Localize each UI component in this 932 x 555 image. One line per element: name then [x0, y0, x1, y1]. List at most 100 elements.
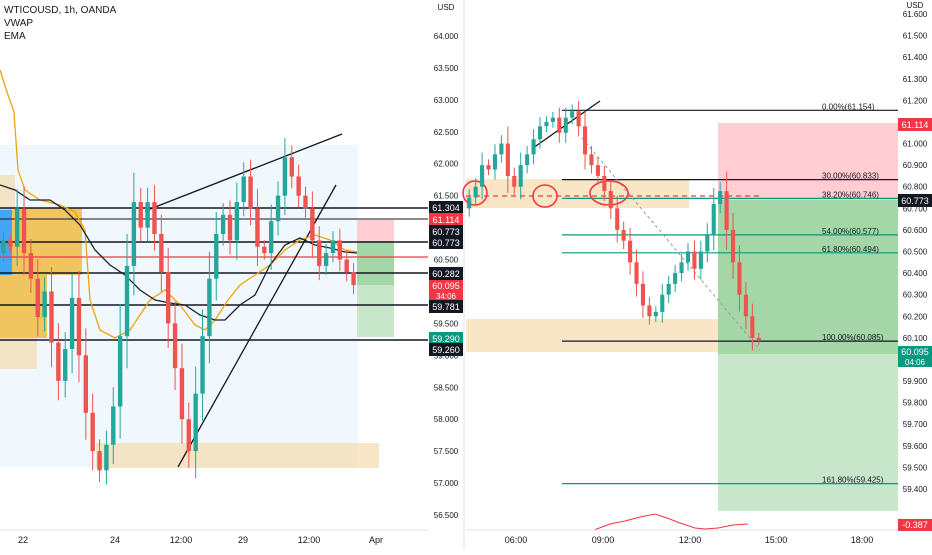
price-label-61114: 61.114	[429, 213, 463, 226]
x-tick-left-5: Apr	[369, 535, 383, 545]
stop-zone-right	[718, 123, 898, 200]
right-candle-36	[698, 251, 703, 269]
y-tick-right-19: 59.700	[903, 420, 928, 429]
left-candle-35	[241, 176, 246, 203]
right-candle-27	[640, 283, 646, 306]
svg-text:61.114: 61.114	[433, 215, 460, 225]
y-tick-right-20: 59.600	[903, 442, 928, 451]
svg-text:60.773: 60.773	[901, 196, 929, 206]
indicator-ema[interactable]: EMA	[4, 31, 26, 42]
left-candle-3	[21, 208, 27, 254]
right-candle-1	[473, 186, 478, 198]
left-candle-9	[63, 348, 68, 381]
left-candle-18	[124, 265, 130, 337]
y-tick-left-15: 56.500	[434, 511, 459, 520]
y-tick-right-8: 60.800	[903, 183, 928, 192]
fib-label-5: 100.00%(60.085)	[822, 333, 884, 342]
right-candle-8	[518, 165, 523, 187]
x-tick-right-4: 18:00	[851, 535, 874, 545]
unit-label-left: USD	[438, 3, 455, 12]
left-candle-30	[207, 278, 212, 337]
right-candle-28	[647, 305, 652, 317]
right-candle-30	[660, 294, 665, 312]
left-candle-45	[310, 208, 315, 241]
right-candle-6	[505, 143, 510, 176]
y-tick-right-14: 60.200	[903, 312, 928, 321]
y-tick-left-4: 62.000	[434, 160, 459, 169]
svg-text:60.095: 60.095	[901, 347, 929, 357]
x-tick-right-3: 15:00	[765, 535, 788, 545]
left-candle-41	[282, 157, 288, 196]
right-candle-11	[537, 126, 543, 140]
trendline-lower	[177, 184, 337, 468]
left-candle-38	[262, 246, 267, 254]
y-tick-left-13: 57.500	[434, 447, 459, 456]
price-label-59290: 59.290	[429, 332, 463, 345]
right-candle-5	[499, 143, 504, 155]
symbol-title[interactable]: WTICOUSD, 1h, OANDA	[4, 5, 117, 16]
fib-label-4: 61.80%(60.494)	[822, 245, 879, 254]
left-candle-37	[255, 208, 260, 247]
left-candle-14	[97, 451, 102, 471]
y-tick-left-0: 64.000	[434, 32, 459, 41]
right-candle-7	[512, 175, 517, 187]
y-tick-left-5: 61.500	[434, 192, 459, 201]
left-candle-0	[1, 240, 6, 254]
y-tick-right-7: 60.900	[903, 161, 928, 170]
left-candle-31	[214, 233, 219, 279]
y-tick-right-1: 61.500	[903, 32, 928, 41]
left-candle-47	[323, 253, 329, 266]
right-candle-35	[692, 251, 697, 269]
y-tick-right-0: 61.600	[903, 10, 928, 19]
fib-label-0: 0.00%(61.154)	[822, 102, 875, 111]
left-candle-5	[35, 278, 40, 318]
left-candle-44	[303, 195, 308, 209]
circle-marker-1	[462, 180, 488, 206]
y-tick-right-3: 61.300	[903, 75, 928, 84]
left-candle-50	[344, 259, 349, 273]
svg-text:59.260: 59.260	[432, 345, 460, 355]
right-candle-13	[550, 117, 555, 122]
candles-left	[1, 138, 356, 485]
right-candle-26	[634, 262, 639, 284]
indicator-vwap[interactable]: VWAP	[4, 18, 34, 29]
price-label-61304: 61.304	[429, 201, 463, 214]
right-candle-25	[628, 240, 633, 263]
y-tick-left-3: 62.500	[434, 128, 459, 137]
x-tick-right-0: 06:00	[505, 535, 528, 545]
y-tick-right-18: 59.800	[903, 399, 928, 408]
price-label-60282: 60.282	[429, 267, 463, 280]
svg-text:60.095: 60.095	[432, 281, 460, 291]
left-candle-12	[83, 355, 89, 413]
zone-left-beige-2	[0, 175, 15, 210]
left-candle-29	[200, 336, 205, 394]
right-candle-20	[595, 165, 600, 176]
svg-text:59.290: 59.290	[432, 334, 460, 344]
y-tick-right-9: 60.700	[903, 204, 928, 213]
svg-text:04:06: 04:06	[905, 358, 926, 367]
left-candle-40	[275, 195, 281, 222]
y-tick-right-13: 60.300	[903, 291, 928, 300]
right-candle-16	[570, 111, 575, 118]
left-candle-2	[14, 208, 20, 247]
demand-zone-right	[466, 319, 718, 352]
y-tick-left-2: 63.000	[434, 96, 459, 105]
fib-label-1: 30.00%(60.833)	[822, 172, 879, 181]
demand-zone-bottom	[96, 443, 379, 468]
fib-label-2: 38.20%(60.746)	[822, 190, 879, 199]
right-candle-4	[492, 154, 498, 170]
right-candle-0	[467, 197, 472, 209]
y-tick-right-17: 59.900	[903, 377, 928, 386]
stop-zone-left	[357, 220, 394, 241]
left-candle-1	[8, 240, 13, 247]
left-candle-36	[248, 176, 253, 209]
svg-text:-0.387: -0.387	[902, 520, 928, 530]
left-candle-6	[42, 291, 47, 318]
right-candle-15	[563, 117, 568, 133]
left-candle-23	[159, 233, 164, 273]
y-tick-right-11: 60.500	[903, 248, 928, 257]
left-candle-4	[28, 253, 34, 279]
